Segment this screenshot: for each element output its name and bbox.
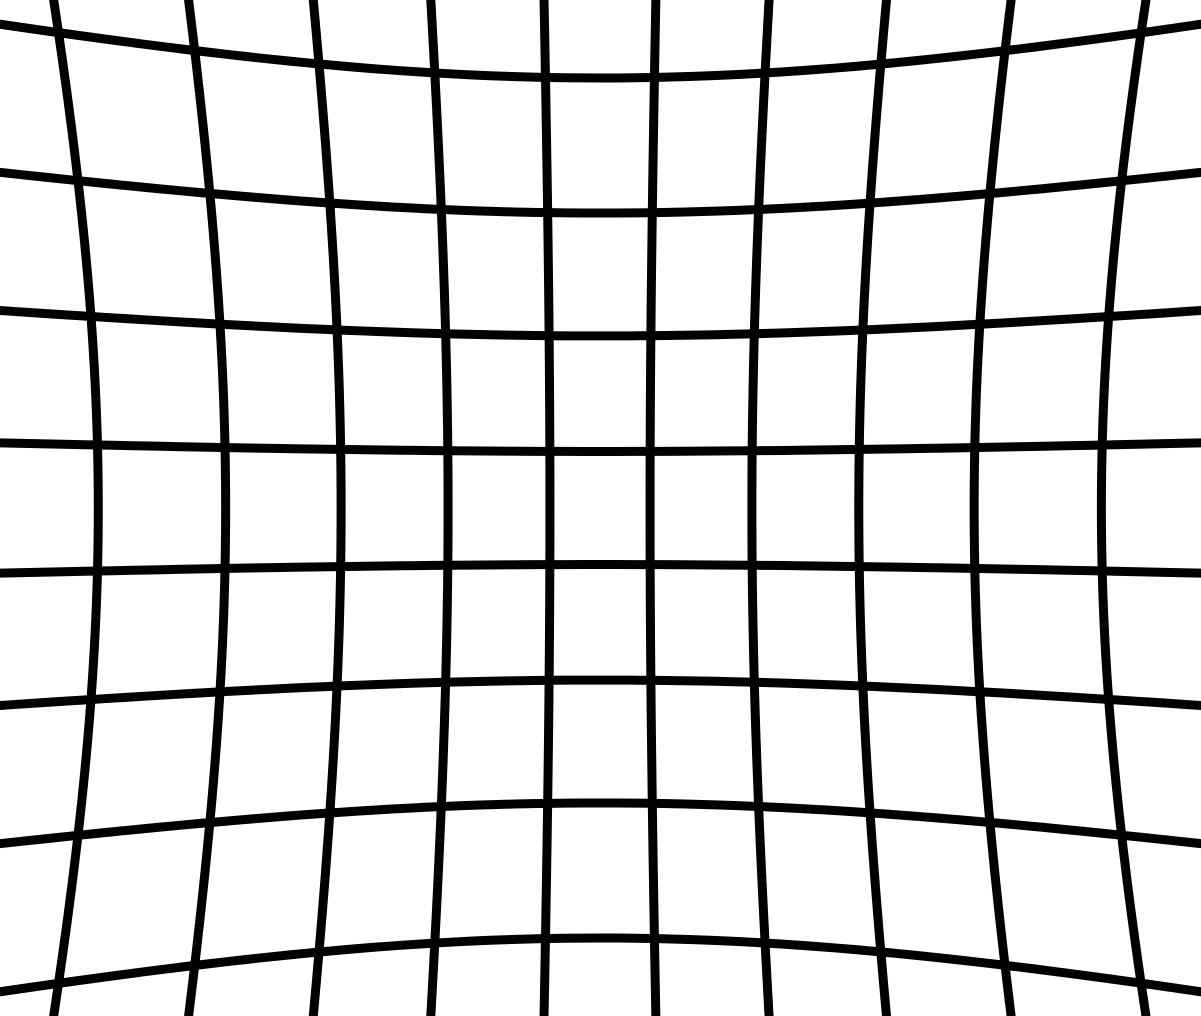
grid-line	[305, 0, 342, 1016]
grid-line	[0, 803, 1201, 871]
grid-line	[0, 565, 1201, 579]
grid-line	[0, 438, 1201, 452]
grid-line	[174, 0, 225, 1016]
distorted-grid	[0, 0, 1201, 1016]
grid-line	[0, 295, 1201, 336]
grid-line	[752, 0, 774, 1016]
grid-line	[0, 938, 1201, 1016]
grid-line	[543, 0, 550, 1016]
grid-line	[33, 0, 99, 1016]
grid-line	[974, 0, 1025, 1016]
grid-line	[0, 0, 1201, 78]
grid-line	[426, 0, 448, 1016]
grid-line	[650, 0, 657, 1016]
grid-line	[859, 0, 895, 1016]
grid-line	[1101, 0, 1167, 1016]
grid-line	[0, 680, 1201, 721]
grid-line	[0, 146, 1201, 214]
